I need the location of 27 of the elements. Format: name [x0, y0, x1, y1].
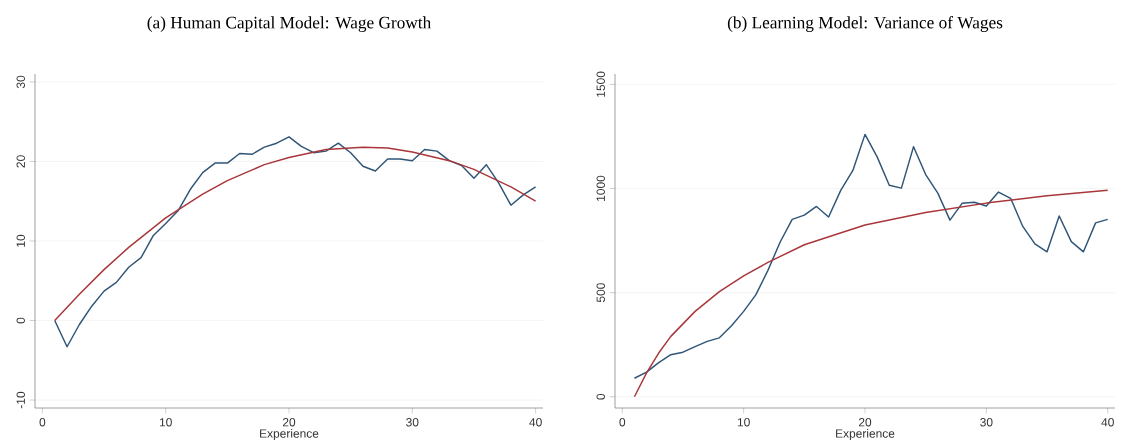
- x-tick-label: 0: [619, 418, 626, 427]
- x-tick-label: 20: [858, 418, 872, 427]
- x-tick-label: 10: [159, 418, 172, 427]
- line-series: [633, 189, 1109, 398]
- x-tick-label: 40: [529, 418, 542, 427]
- x-tick-label: 0: [39, 418, 46, 427]
- y-tick-label: 10: [16, 234, 25, 247]
- y-tick-label: 20: [16, 155, 25, 168]
- y-tick-label: 0: [16, 317, 25, 324]
- line-series: [54, 146, 537, 322]
- chart-title: (a) Human Capital Model: Wage Growth: [147, 16, 432, 32]
- y-tick-label: 1000: [596, 175, 605, 201]
- chart-title: (b) Learning Model: Variance of Wages: [727, 16, 1003, 32]
- y-tick-label: 30: [16, 75, 25, 89]
- x-tick-label: 30: [980, 418, 993, 427]
- y-tick-label: 1500: [596, 71, 605, 97]
- x-tick-label: 10: [737, 418, 750, 427]
- x-tick-label: 30: [406, 418, 419, 427]
- x-axis-title: Experience: [260, 428, 319, 441]
- x-axis-title: Experience: [836, 428, 895, 441]
- line-series: [633, 133, 1109, 379]
- y-tick-label: 0: [596, 393, 605, 400]
- line-series: [54, 136, 537, 348]
- y-tick-label: 500: [596, 283, 605, 303]
- x-tick-label: 40: [1101, 418, 1114, 427]
- y-tick-label: -10: [16, 391, 25, 409]
- x-tick-label: 20: [282, 418, 296, 427]
